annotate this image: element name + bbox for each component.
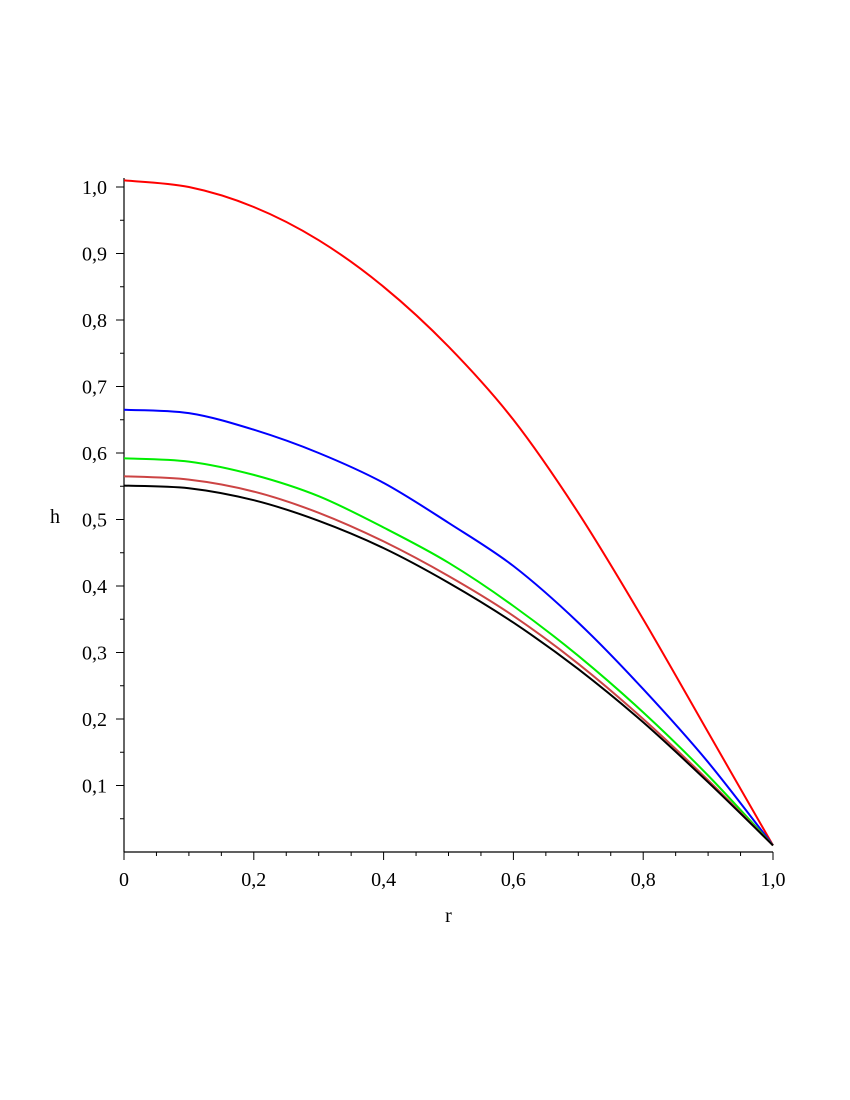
series-line-3 (123, 457, 774, 847)
y-tick-label: 0,2 (82, 709, 107, 731)
y-tick-label: 0,9 (82, 244, 107, 266)
y-tick-label: 0,6 (82, 443, 107, 465)
x-tick-label: 0 (119, 869, 129, 891)
x-tick-label: 0,6 (501, 869, 526, 891)
y-axis-label: h (50, 506, 60, 528)
x-tick-label: 0,8 (631, 869, 656, 891)
series-layer (123, 179, 774, 847)
ticks: 0 0,2 0,4 0,6 0,8 1,0 0,1 0,2 0,3 0,4 0,5 0,6 0,7 0,8… (82, 177, 786, 891)
series-line-4 (123, 475, 774, 847)
y-tick-label: 0,7 (82, 377, 107, 399)
x-tick-label: 0,4 (371, 869, 396, 891)
series-line-2 (123, 408, 774, 847)
x-tick-label: 0,2 (241, 869, 266, 891)
y-tick-label: 1,0 (82, 177, 107, 199)
y-tick-label: 0,4 (82, 576, 107, 598)
y-tick-label: 0,8 (82, 310, 107, 332)
y-tick-label: 0,5 (82, 510, 107, 532)
series-line-5 (123, 484, 774, 847)
x-tick-label: 1,0 (761, 869, 786, 891)
y-tick-label: 0,1 (82, 776, 107, 798)
x-axis-label: r (445, 905, 452, 927)
series-line-1 (123, 179, 774, 846)
y-tick-label: 0,3 (82, 643, 107, 665)
